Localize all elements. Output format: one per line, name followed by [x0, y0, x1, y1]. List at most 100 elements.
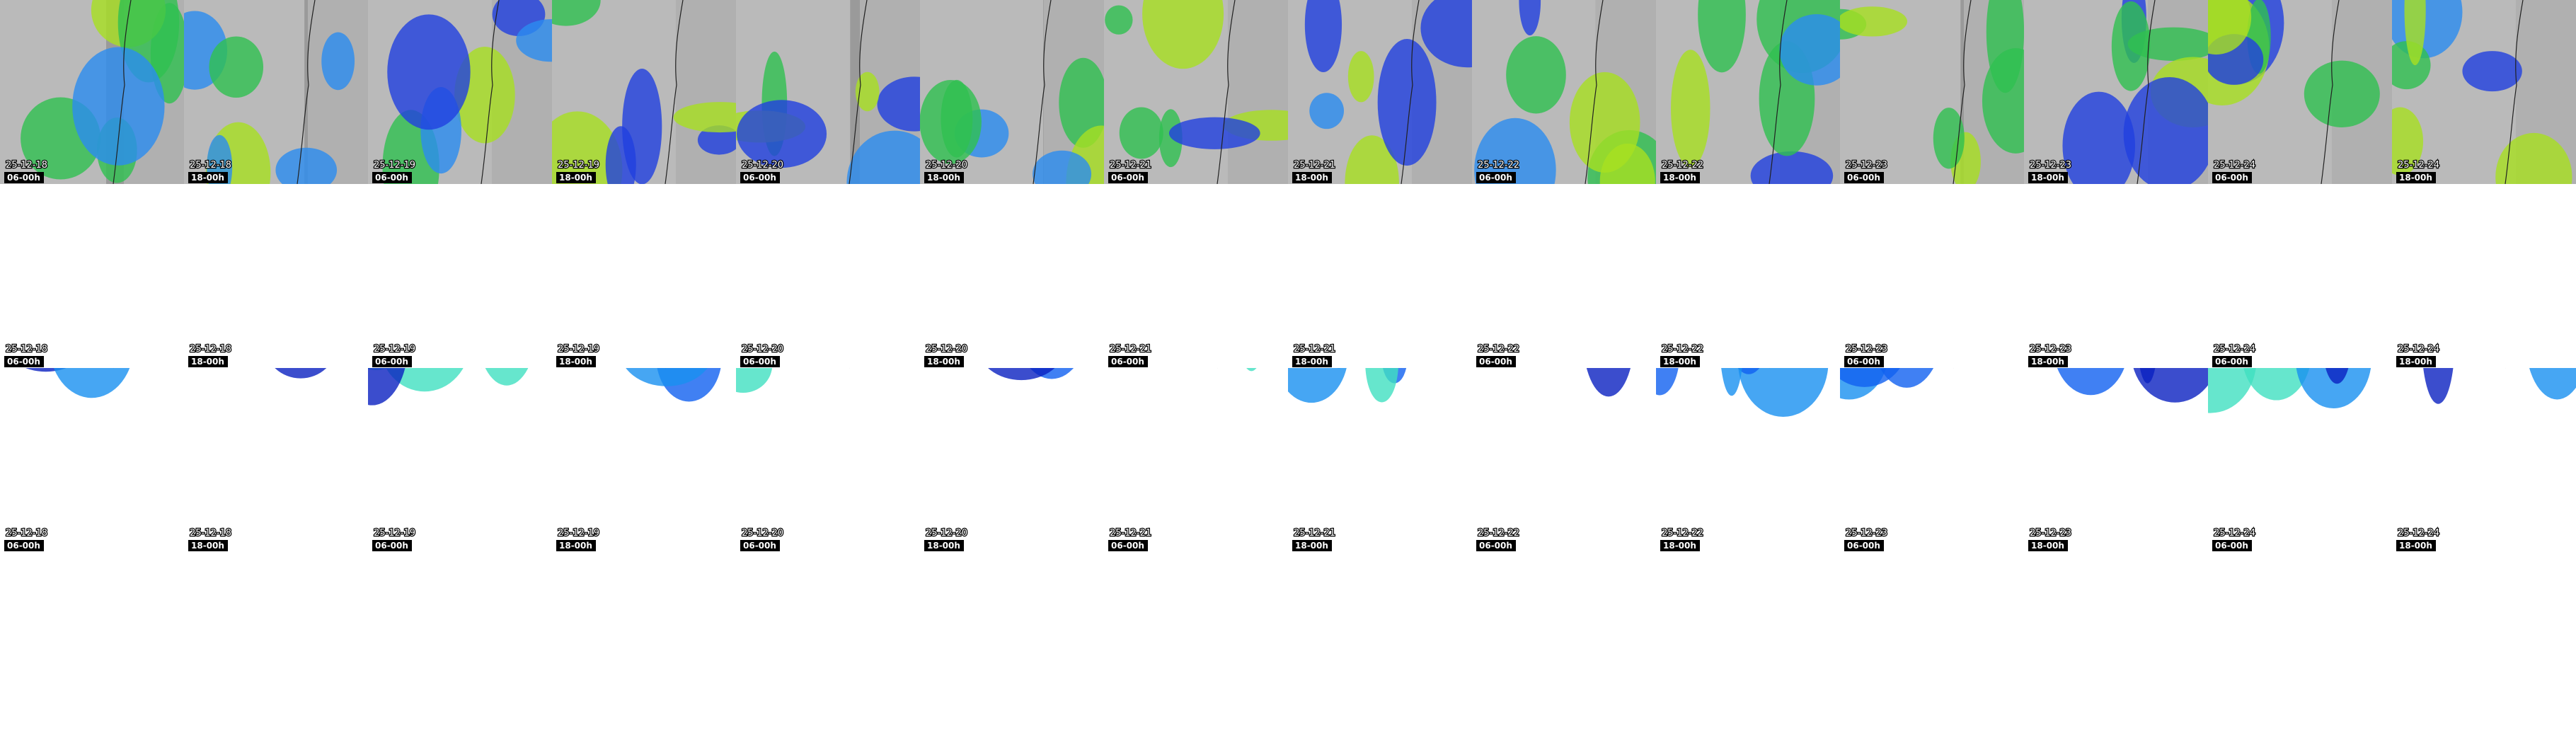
- wind-barb: [1888, 297, 1893, 299]
- field-blob: [2512, 449, 2550, 534]
- wind-barb: [1599, 337, 1604, 339]
- wind-barb: [515, 521, 520, 523]
- wind-barb: [1336, 277, 1341, 280]
- tile-background: [368, 552, 552, 736]
- wind-barb: [1231, 218, 1236, 220]
- wind-barb: [1764, 501, 1769, 503]
- wind-barb: [1948, 422, 1953, 424]
- wind-barb: [2191, 258, 2196, 260]
- isobar-dense: [2332, 621, 2340, 655]
- isobar-dense: [2154, 563, 2158, 585]
- wind-barb: [1336, 198, 1341, 200]
- wind-barb: [863, 198, 868, 200]
- isobar: [1110, 552, 1134, 736]
- wind-barb: [1908, 501, 1913, 503]
- tile-background: [552, 368, 736, 552]
- wind-barb: [2440, 442, 2445, 444]
- wind-barb: [560, 461, 565, 464]
- isobar-dense: [1092, 630, 1102, 662]
- wind-barb: [1520, 258, 1525, 260]
- wind-barb: [2519, 198, 2524, 200]
- wind-barb: [396, 402, 401, 404]
- wind-barb: [1560, 461, 1565, 464]
- wind-barb: [272, 198, 277, 200]
- wind-barb: [968, 521, 973, 523]
- date-label: 25-12-18: [6, 528, 47, 539]
- isobar-dense: [1434, 584, 1441, 604]
- wind-barb: [416, 461, 421, 464]
- wind-barb: [1724, 501, 1729, 503]
- time-label: 06-00h: [375, 173, 408, 183]
- wind-barb: [1908, 317, 1913, 319]
- wind-barb: [1172, 501, 1177, 503]
- wind-barb: [988, 297, 993, 299]
- wind-barb: [232, 297, 237, 299]
- wind-barb: [396, 317, 401, 319]
- wind-barb: [804, 461, 809, 464]
- wind-barb: [1664, 442, 1669, 444]
- wind-barb: [1639, 501, 1644, 503]
- time-label: 18-00h: [2399, 357, 2432, 367]
- wind-barb: [2500, 357, 2505, 359]
- isobar-dense: [2178, 692, 2182, 716]
- wind-barb: [968, 317, 973, 319]
- field-blob: [2529, 368, 2576, 400]
- wind-barb: [640, 218, 645, 220]
- field-blob: [1951, 459, 2012, 576]
- wind-barb: [764, 442, 769, 444]
- wind-barb: [1848, 277, 1853, 280]
- wind-barb: [844, 277, 849, 280]
- wind-barb: [764, 258, 769, 260]
- field-blob: [1324, 343, 1415, 452]
- wind-barb: [824, 297, 829, 299]
- wind-barb: [2256, 402, 2261, 404]
- wind-barb: [28, 317, 33, 319]
- wind-barb: [2216, 501, 2221, 503]
- wind-barb: [1008, 481, 1013, 483]
- wind-barb: [88, 198, 93, 200]
- wind-barb: [560, 481, 565, 483]
- isobar: [1289, 552, 1309, 736]
- isobar-dense: [141, 638, 146, 664]
- wind-barb: [2256, 357, 2261, 359]
- wind-barb: [351, 521, 356, 523]
- wind-barb: [28, 521, 33, 523]
- land-shade: [1599, 184, 1656, 368]
- isobar-dense: [2521, 555, 2526, 575]
- time-label-bg: [372, 172, 412, 183]
- isobar-dense: [2362, 604, 2369, 622]
- field-blob: [115, 426, 209, 537]
- wind-barb: [272, 357, 277, 359]
- wind-barb: [1888, 501, 1893, 503]
- coastline: [1033, 368, 1034, 369]
- wind-barb: [1192, 501, 1197, 503]
- wind-barb: [2500, 461, 2505, 464]
- field-blob: [270, 194, 308, 234]
- wind-barb: [272, 382, 277, 384]
- wind-barb: [988, 337, 993, 339]
- isobar-dense: [672, 649, 677, 677]
- isobar-dense: [1996, 687, 2004, 712]
- wind-barb: [1192, 541, 1197, 543]
- wind-barb: [1132, 442, 1137, 444]
- wind-barb: [272, 501, 277, 503]
- wind-barb: [1684, 337, 1689, 339]
- wind-barb: [1928, 297, 1933, 299]
- wind-barb: [2519, 521, 2524, 523]
- wind-barb: [2132, 442, 2137, 444]
- wind-barb: [560, 198, 565, 200]
- wind-barb: [863, 402, 868, 404]
- wind-barb: [1152, 461, 1157, 464]
- wind-barb: [212, 238, 217, 240]
- wind-barb: [212, 258, 217, 260]
- wind-barb: [1047, 238, 1052, 240]
- wind-barb: [1908, 198, 1913, 200]
- wind-barb: [2519, 422, 2524, 424]
- isobar-dense: [1280, 720, 1288, 736]
- date-label: 25-12-22: [1478, 528, 1519, 539]
- tile-background: [736, 552, 920, 736]
